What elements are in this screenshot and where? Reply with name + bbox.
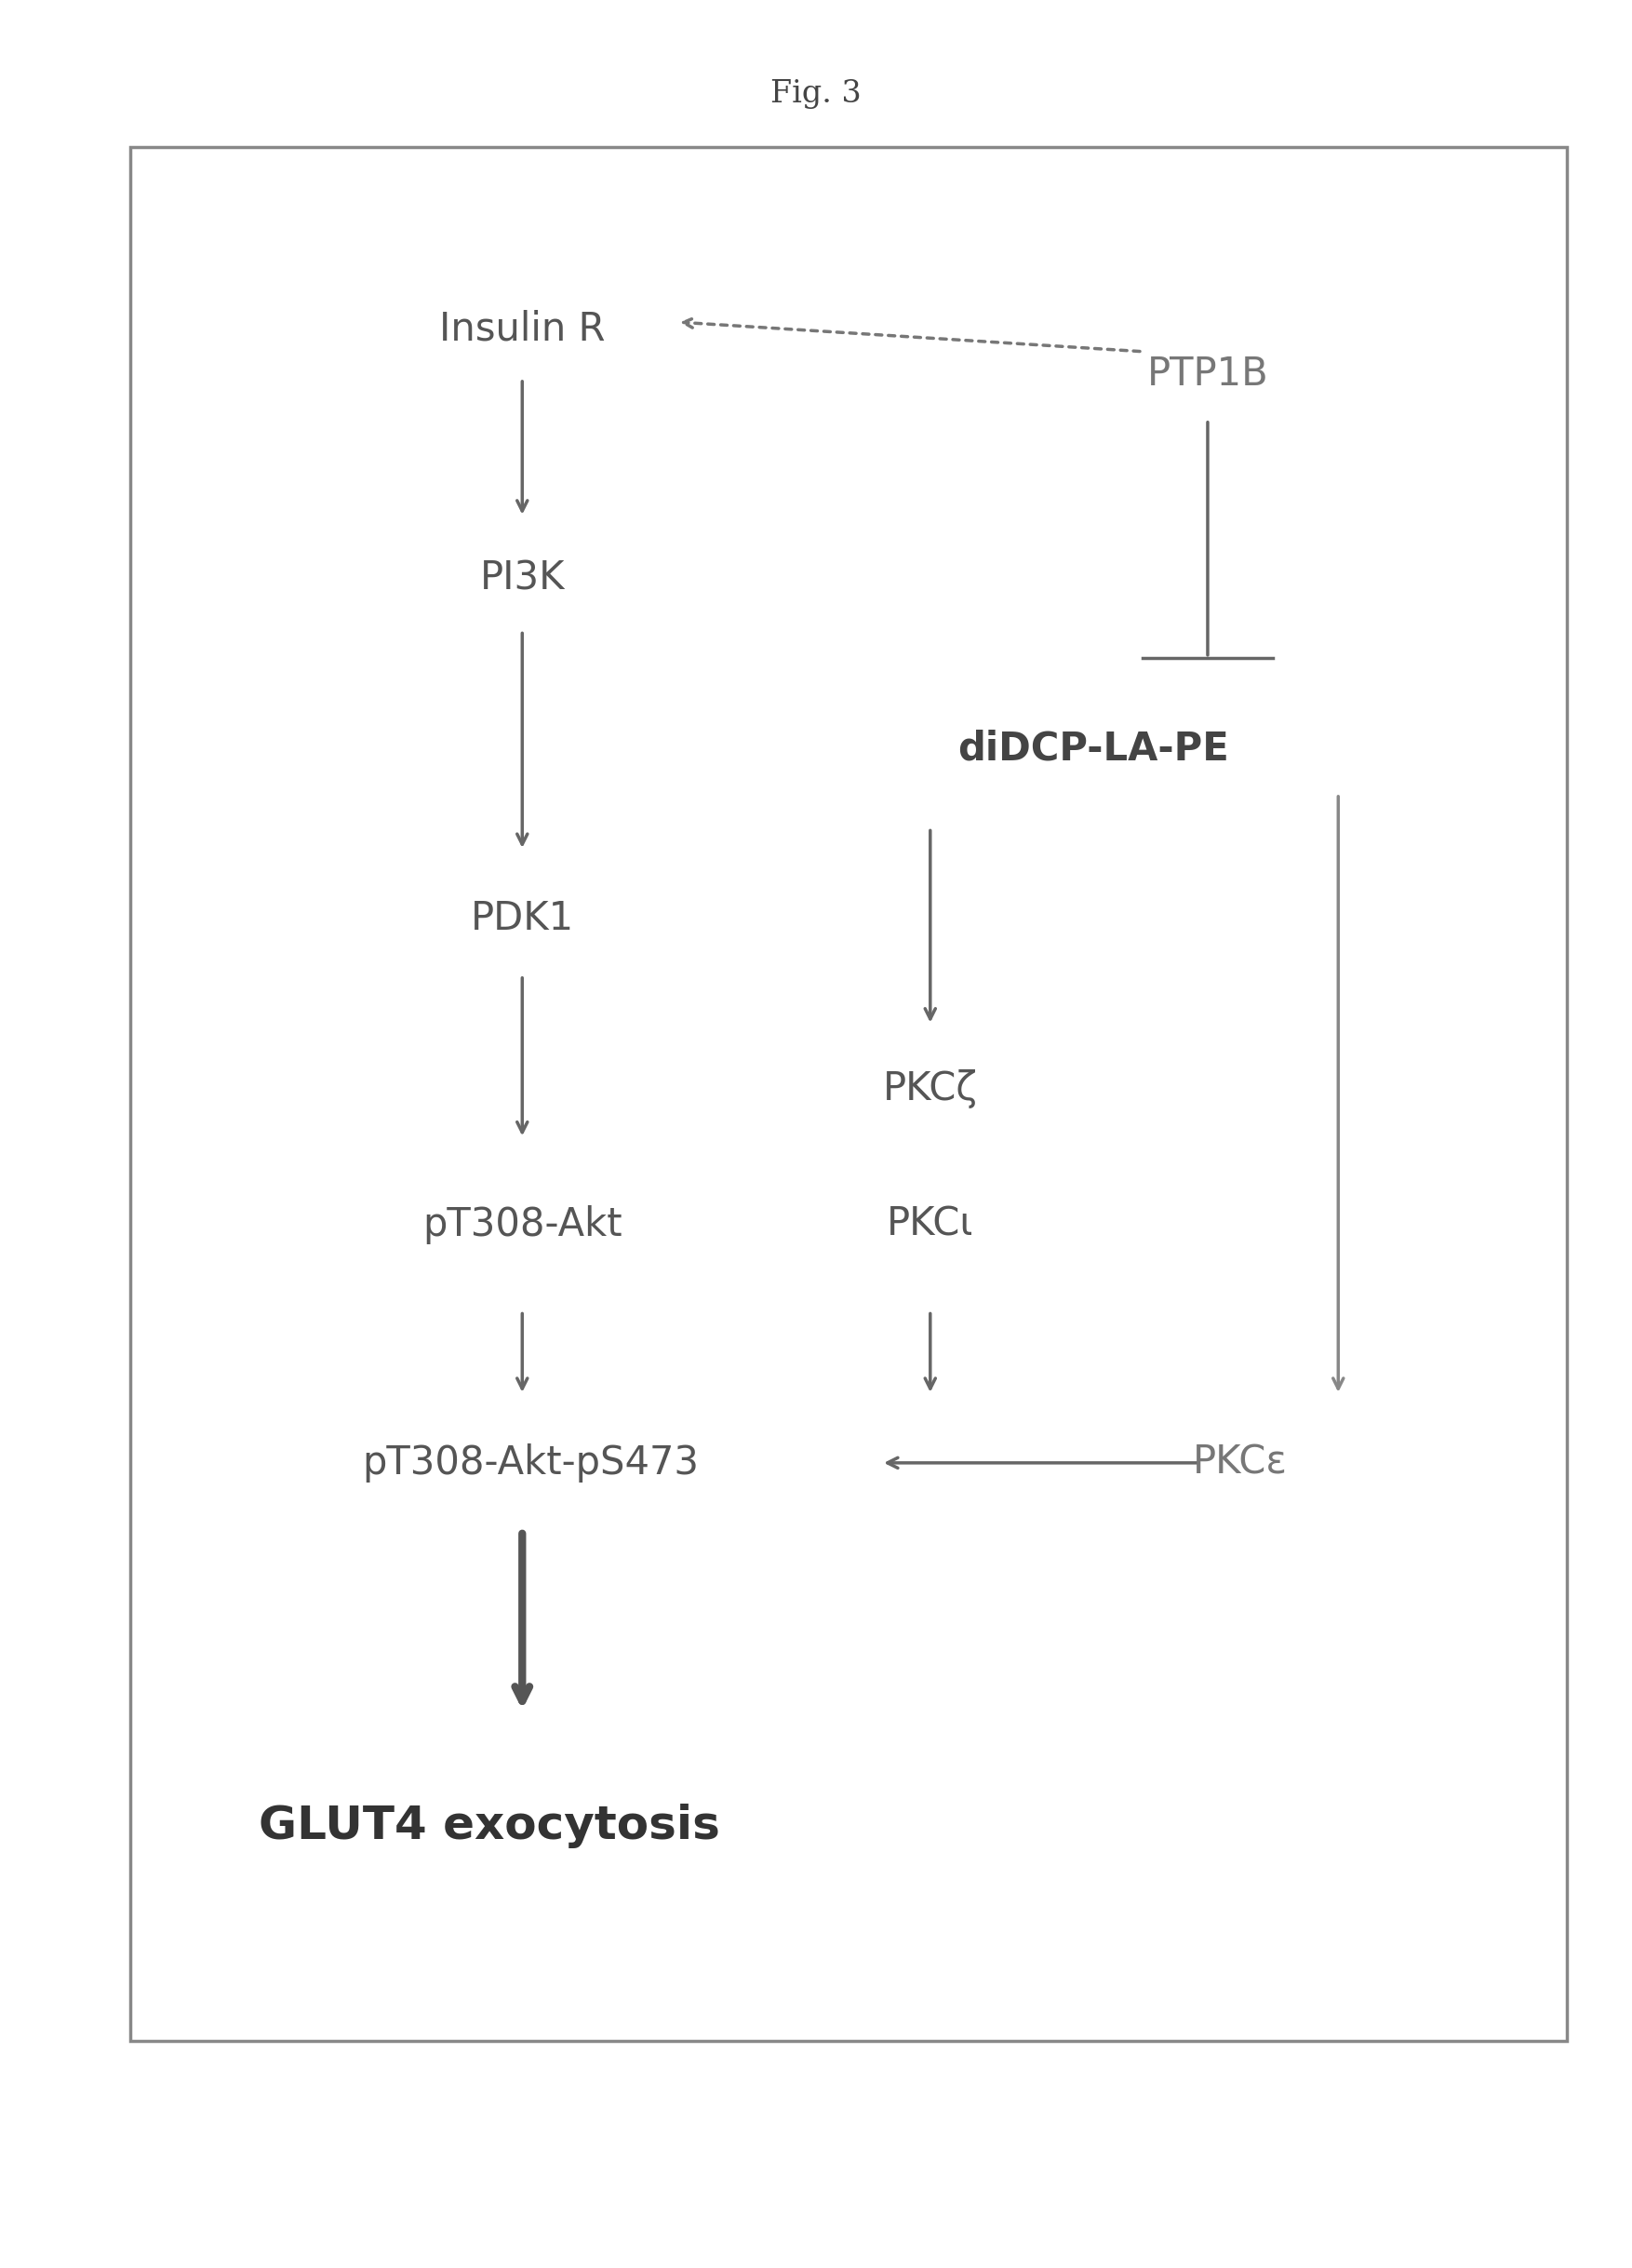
Text: Fig. 3: Fig. 3 — [770, 79, 862, 109]
Text: PI3K: PI3K — [480, 558, 565, 599]
Text: GLUT4 exocytosis: GLUT4 exocytosis — [259, 1803, 720, 1848]
Text: pT308-Akt: pT308-Akt — [423, 1204, 622, 1245]
Bar — [131, 147, 1567, 2041]
Text: pT308-Akt-pS473: pT308-Akt-pS473 — [362, 1442, 698, 1483]
Text: diDCP-LA-PE: diDCP-LA-PE — [958, 728, 1229, 769]
Text: PKCζ: PKCζ — [883, 1068, 978, 1109]
Text: PKCε: PKCε — [1193, 1442, 1288, 1483]
Text: Insulin R: Insulin R — [439, 308, 605, 349]
Text: PDK1: PDK1 — [470, 898, 574, 939]
Text: PTP1B: PTP1B — [1147, 354, 1268, 395]
Text: PKCι: PKCι — [886, 1204, 974, 1245]
